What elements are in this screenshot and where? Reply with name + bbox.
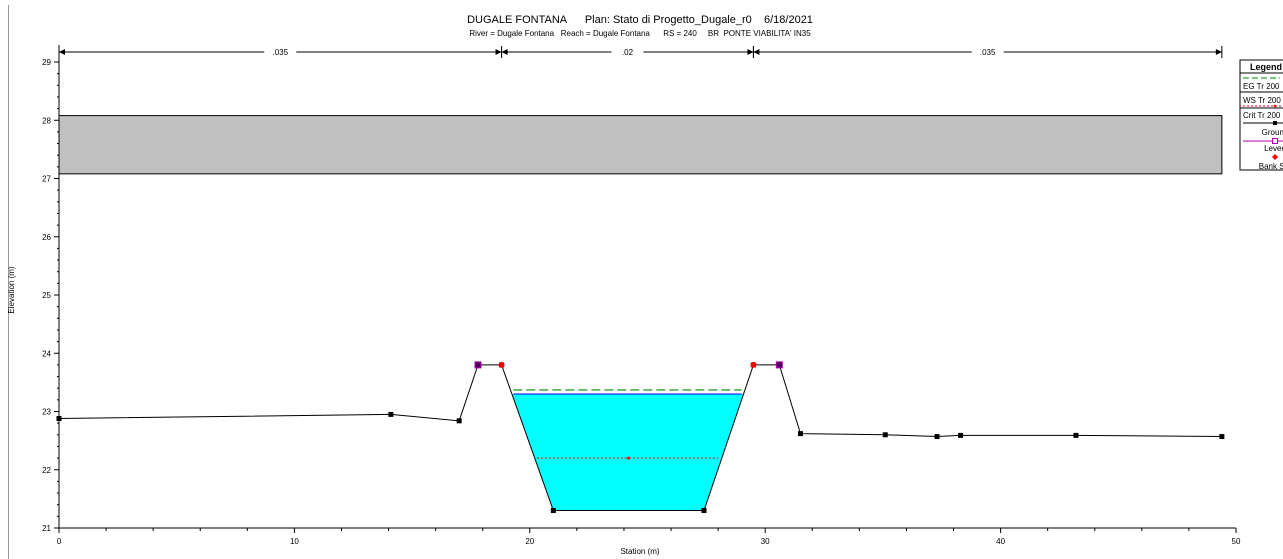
mannings-n-label: .035 <box>272 48 288 57</box>
legend: Legend EG Tr 200 WS Tr 200 Crit Tr 200 Groun… <box>1239 59 1283 171</box>
ground-point <box>1073 432 1079 438</box>
legend-ground-label: Ground <box>1262 128 1283 137</box>
legend-levee-marker <box>1272 138 1278 144</box>
ground-point <box>388 411 394 417</box>
ground-point <box>1219 434 1225 440</box>
ground-point <box>550 508 556 514</box>
left-border-line <box>8 5 9 559</box>
chart-title: DUGALE FONTANA Plan: Stato di Progetto_D… <box>467 14 813 26</box>
legend-crit-dot <box>1273 104 1277 108</box>
ground-point <box>456 418 462 424</box>
y-tick-label: 27 <box>42 175 51 184</box>
bank-station-point <box>498 361 505 368</box>
y-tick-label: 22 <box>42 466 51 475</box>
legend-ws-label: WS Tr 200 <box>1243 96 1281 105</box>
ground-point <box>56 415 62 421</box>
y-axis-label: Elevation (m) <box>7 266 16 313</box>
ground-point <box>882 432 888 438</box>
mannings-arrow <box>1215 49 1222 55</box>
legend-eg-label: EG Tr 200 <box>1243 82 1280 91</box>
levee-point <box>474 361 482 369</box>
legend-levee-label: Levee <box>1264 144 1283 153</box>
x-axis-label: Station (m) <box>620 547 659 556</box>
mannings-arrow <box>59 49 65 55</box>
mannings-n-label: .035 <box>980 48 996 57</box>
x-tick-label: 50 <box>1232 537 1241 546</box>
plot-area: 21 22 23 24 25 26 27 28 29 0 10 20 30 40 50 .035 .02 .035 <box>42 45 1241 546</box>
x-tick-label: 0 <box>57 537 62 546</box>
ground-point <box>798 431 804 437</box>
legend-crit-label: Crit Tr 200 <box>1243 111 1281 120</box>
ground-point <box>958 432 964 438</box>
levee-point <box>775 361 783 369</box>
y-tick-label: 29 <box>42 58 51 67</box>
mannings-arrow <box>753 49 760 55</box>
bank-station-point <box>750 361 757 368</box>
series-crit-point <box>627 456 631 460</box>
legend-bank-label: Bank Sta <box>1259 162 1283 171</box>
mannings-arrow <box>495 49 502 55</box>
legend-bank-marker <box>1272 154 1278 160</box>
mannings-arrow <box>747 49 754 55</box>
mannings-arrow <box>501 49 508 55</box>
legend-ground-marker <box>1273 121 1277 125</box>
x-tick-label: 10 <box>290 537 299 546</box>
y-tick-label: 28 <box>42 116 51 125</box>
y-tick-label: 26 <box>42 233 51 242</box>
x-tick-label: 30 <box>761 537 770 546</box>
ground-point <box>701 508 707 514</box>
water-fill <box>511 394 744 511</box>
chart-subtitle: River = Dugale Fontana Reach = Dugale Fo… <box>469 29 811 38</box>
y-tick-label: 23 <box>42 408 51 417</box>
bridge-deck <box>58 115 1223 175</box>
y-tick-label: 24 <box>42 349 51 358</box>
x-tick-label: 20 <box>525 537 534 546</box>
ground-point <box>934 434 940 440</box>
y-tick-label: 25 <box>42 291 51 300</box>
legend-title: Legend <box>1250 62 1282 72</box>
x-tick-label: 40 <box>996 537 1005 546</box>
y-tick-label: 21 <box>42 524 51 533</box>
mannings-n-label: .02 <box>622 48 634 57</box>
